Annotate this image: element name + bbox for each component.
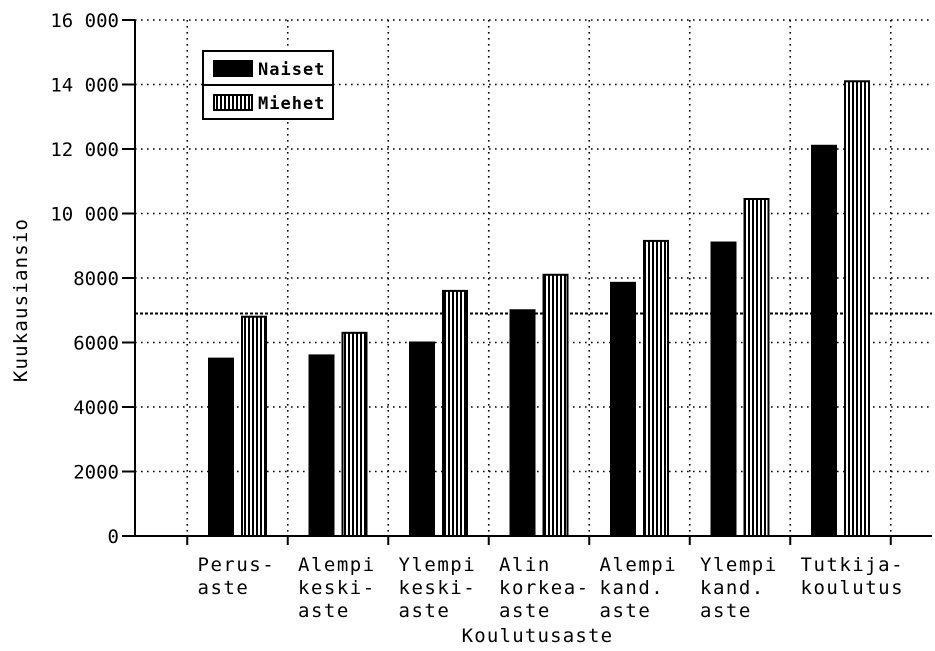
x-category-label: Alin [499, 554, 551, 576]
x-category-label: Ylempi [399, 554, 477, 576]
legend: Naiset Miehet [202, 50, 334, 120]
y-tick-label: 10 000 [50, 204, 119, 226]
y-tick-label: 14 000 [50, 75, 119, 97]
y-tick-label: 6000 [73, 333, 119, 355]
y-tick-label: 0 [108, 526, 119, 548]
y-tick-label: 8000 [73, 268, 119, 290]
x-category-label: koulutus [801, 577, 905, 599]
x-category-label: kand. [600, 577, 665, 599]
y-tick-label: 2000 [73, 462, 119, 484]
x-category-label: keski- [399, 577, 477, 599]
y-tick-label: 16 000 [50, 10, 119, 32]
x-axis-title: Koulutusaste [462, 625, 614, 647]
x-category-label: korkea- [499, 577, 590, 599]
x-category-label: aste [700, 600, 752, 622]
bar-miehet [341, 331, 368, 538]
bar-miehet [542, 273, 569, 537]
bar-naiset [509, 309, 536, 537]
x-category-label: aste [298, 600, 350, 622]
x-category-label: Perus- [198, 554, 276, 576]
x-category-label: aste [600, 600, 652, 622]
x-category-label: Alempi [298, 554, 376, 576]
bar-naiset [308, 354, 335, 537]
labels: 0 2000 4000 6000 8000 10 000 12 000 14 000 16 00… [10, 10, 905, 647]
x-category-label: keski- [298, 577, 376, 599]
bar-naiset [409, 341, 435, 537]
bar-naiset [710, 241, 737, 537]
legend-swatch-naiset [213, 60, 253, 77]
y-axis-title: Kuukausiansio [10, 218, 32, 382]
x-category-label: Ylempi [700, 554, 778, 576]
legend-label: Naiset [258, 60, 325, 80]
x-category-label: aste [399, 600, 451, 622]
x-category-label: aste [499, 600, 551, 622]
bar-naiset [610, 281, 636, 537]
x-category-label: Tutkija- [801, 554, 905, 576]
bar-miehet [643, 239, 669, 537]
x-category-label: kand. [700, 577, 765, 599]
bar-naiset [208, 357, 234, 537]
bar-naiset [811, 144, 837, 537]
x-category-label: aste [198, 577, 250, 599]
y-tick-label: 12 000 [50, 139, 119, 161]
bars [208, 80, 870, 538]
bar-miehet [241, 315, 267, 538]
bar-miehet [844, 80, 870, 538]
bar-miehet [442, 289, 468, 537]
legend-swatch-miehet [213, 94, 253, 111]
bar-miehet [743, 197, 770, 538]
y-tick-label: 4000 [73, 397, 119, 419]
x-category-label: Alempi [600, 554, 678, 576]
legend-label: Miehet [258, 94, 325, 114]
